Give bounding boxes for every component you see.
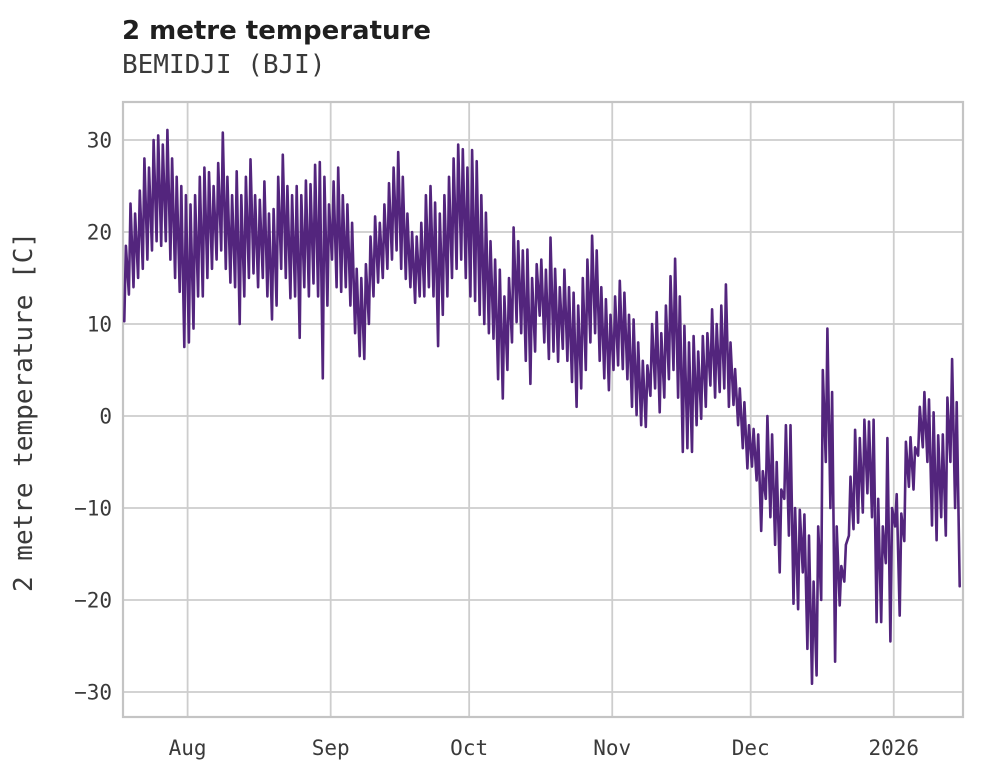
y-tick-label: 10 [87,313,112,337]
y-tick-label: −30 [74,681,112,705]
y-tick-label: −20 [74,589,112,613]
x-tick-label: Aug [169,736,207,760]
x-tick-label: Dec [732,736,770,760]
temperature-line [123,128,962,686]
plot-border [121,100,965,719]
chart-subtitle: BEMIDJI (BJI) [122,50,326,80]
grid-layer [123,102,963,717]
y-tick-label: 20 [87,221,112,245]
x-tick-label: Oct [450,736,488,760]
y-tick-labels: 30 20 10 0 −10 −20 −30 [74,129,112,705]
x-tick-labels: Aug Sep Oct Nov Dec 2026 [169,736,919,760]
y-tick-label: 0 [99,405,112,429]
y-tick-label: −10 [74,497,112,521]
x-tick-label: 2026 [868,736,919,760]
y-axis-label: 2 metre temperature [C] [9,232,39,592]
x-tick-label: Nov [593,736,631,760]
x-tick-label: Sep [312,736,350,760]
chart-title: 2 metre temperature [122,16,431,46]
y-tick-label: 30 [87,129,112,153]
